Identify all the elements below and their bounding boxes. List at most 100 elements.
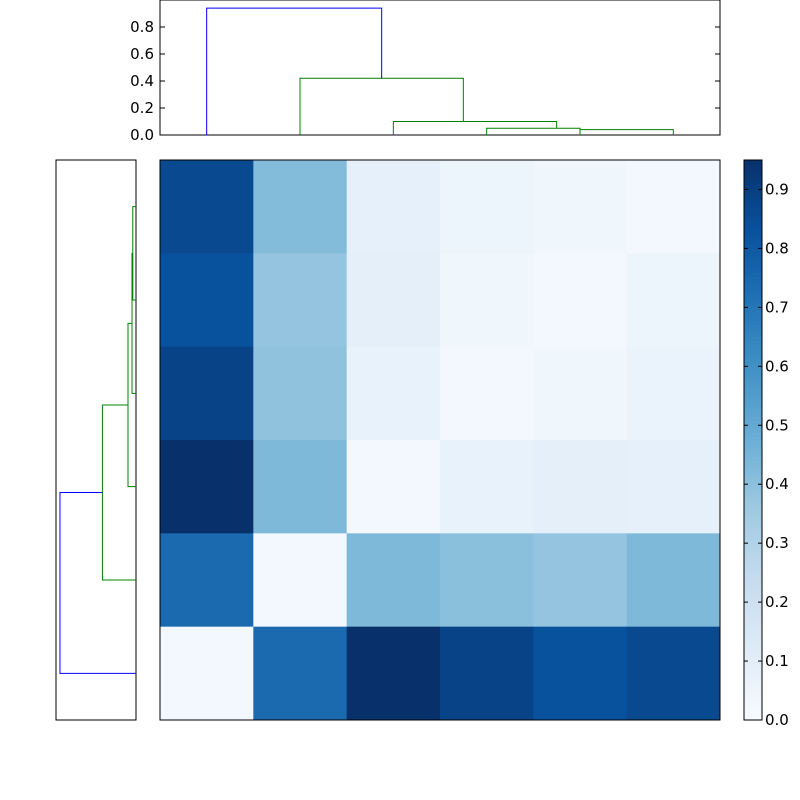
- colorbar-gradient-step: [744, 392, 762, 397]
- colorbar-gradient-step: [744, 204, 762, 209]
- colorbar-gradient-step: [744, 696, 762, 701]
- top-dendrogram-link-4: [206, 7, 383, 135]
- colorbar-gradient-step: [744, 292, 762, 297]
- colorbar-gradient-step: [744, 564, 762, 569]
- heatmap: [159, 159, 721, 721]
- heatmap-cell-r3-c2: [346, 440, 441, 534]
- colorbar-gradient-step: [744, 436, 762, 441]
- colorbar-gradient-step: [744, 256, 762, 261]
- colorbar-gradient-step: [744, 480, 762, 485]
- heatmap-cell-r0-c3: [440, 160, 534, 254]
- colorbar-gradient-step: [744, 512, 762, 517]
- heatmap-cell-r1-c0: [160, 253, 254, 348]
- colorbar-gradient-step: [744, 264, 762, 269]
- colorbar-gradient-step: [744, 388, 762, 393]
- heatmap-cell-r3-c1: [253, 440, 348, 534]
- top-dendrogram-ytick-label: 0.8: [130, 18, 154, 36]
- heatmap-cell-r5-c1: [253, 626, 348, 721]
- top-dendrogram-ytick-label: 0.2: [130, 99, 154, 117]
- colorbar-gradient-step: [744, 652, 762, 657]
- heatmap-cell-r1-c4: [533, 253, 628, 348]
- colorbar-gradient-step: [744, 364, 762, 369]
- colorbar-gradient-step: [744, 604, 762, 609]
- colorbar-gradient-step: [744, 396, 762, 401]
- heatmap-cell-r4-c1: [253, 533, 348, 628]
- colorbar-tick-label: 0.7: [765, 298, 789, 316]
- colorbar-gradient-step: [744, 228, 762, 233]
- top-dendrogram-link-3: [299, 77, 464, 135]
- colorbar-gradient-step: [744, 488, 762, 493]
- colorbar-gradient-step: [744, 160, 762, 165]
- heatmap-cell-r2-c3: [440, 346, 534, 441]
- heatmap-cell-r3-c5: [626, 440, 721, 534]
- heatmap-cell-r1-c5: [626, 253, 721, 348]
- colorbar-gradient-step: [744, 624, 762, 629]
- colorbar-gradient-step: [744, 552, 762, 557]
- colorbar-gradient-step: [744, 484, 762, 489]
- colorbar-gradient-step: [744, 472, 762, 477]
- heatmap-cell-r2-c2: [346, 346, 441, 441]
- colorbar-gradient-step: [744, 672, 762, 677]
- heatmap-cell-r1-c3: [440, 253, 534, 348]
- colorbar-gradient-step: [744, 532, 762, 537]
- colorbar-gradient-step: [744, 332, 762, 337]
- colorbar-gradient-step: [744, 704, 762, 709]
- colorbar-gradient-step: [744, 460, 762, 465]
- colorbar-gradient-step: [744, 504, 762, 509]
- colorbar-gradient-step: [744, 232, 762, 237]
- colorbar-gradient-step: [744, 400, 762, 405]
- colorbar-gradient-step: [744, 708, 762, 713]
- colorbar-gradient-step: [744, 360, 762, 365]
- colorbar-gradient-step: [744, 284, 762, 289]
- heatmap-cell-r1-c2: [346, 253, 441, 348]
- colorbar-gradient-step: [744, 268, 762, 273]
- colorbar-gradient-step: [744, 716, 762, 721]
- colorbar-gradient-step: [744, 448, 762, 453]
- colorbar-gradient-step: [744, 508, 762, 513]
- colorbar-gradient-step: [744, 616, 762, 621]
- colorbar-gradient-step: [744, 344, 762, 349]
- colorbar-tick-label: 0.5: [765, 416, 789, 434]
- colorbar-gradient-step: [744, 640, 762, 645]
- colorbar-gradient-step: [744, 328, 762, 333]
- colorbar-gradient-step: [744, 688, 762, 693]
- heatmap-cell-r2-c5: [626, 346, 721, 441]
- top-dendrogram-link-2: [392, 121, 558, 135]
- colorbar-gradient-step: [744, 272, 762, 277]
- colorbar-gradient-step: [744, 248, 762, 253]
- colorbar-gradient-step: [744, 600, 762, 605]
- colorbar-gradient-step: [744, 224, 762, 229]
- colorbar-gradient-step: [744, 544, 762, 549]
- left-dendrogram-link-4: [59, 492, 136, 674]
- heatmap-cell-r0-c0: [160, 160, 254, 254]
- colorbar-gradient-step: [744, 612, 762, 617]
- colorbar-tick-label: 0.6: [765, 357, 789, 375]
- colorbar-gradient-step: [744, 520, 762, 525]
- colorbar-gradient-step: [744, 276, 762, 281]
- colorbar-frame: [743, 159, 763, 721]
- colorbar-gradient-step: [744, 236, 762, 241]
- colorbar-gradient-step: [744, 208, 762, 213]
- heatmap-cell-r2-c0: [160, 346, 254, 441]
- colorbar-gradient-step: [744, 444, 762, 449]
- colorbar-gradient-step: [744, 468, 762, 473]
- heatmap-cell-r0-c1: [253, 160, 348, 254]
- colorbar-gradient-step: [744, 316, 762, 321]
- colorbar-gradient-step: [744, 528, 762, 533]
- top-dendrogram-ytick-label: 0.4: [130, 72, 154, 90]
- left-dendrogram-frame: [55, 159, 137, 721]
- heatmap-cell-r5-c2: [346, 626, 441, 721]
- colorbar-gradient-step: [744, 588, 762, 593]
- heatmap-frame: [159, 159, 721, 721]
- colorbar-gradient-step: [744, 240, 762, 245]
- colorbar-gradient-step: [744, 288, 762, 293]
- colorbar-tick-label: 0.3: [765, 534, 789, 552]
- heatmap-cell-r5-c4: [533, 626, 628, 721]
- colorbar-tick-label: 0.0: [765, 711, 789, 729]
- colorbar-gradient-step: [744, 668, 762, 673]
- heatmap-cell-r3-c4: [533, 440, 628, 534]
- colorbar-gradient-step: [744, 164, 762, 169]
- top-dendrogram-link-1: [486, 127, 581, 135]
- colorbar-gradient-step: [744, 356, 762, 361]
- colorbar-gradient-step: [744, 656, 762, 661]
